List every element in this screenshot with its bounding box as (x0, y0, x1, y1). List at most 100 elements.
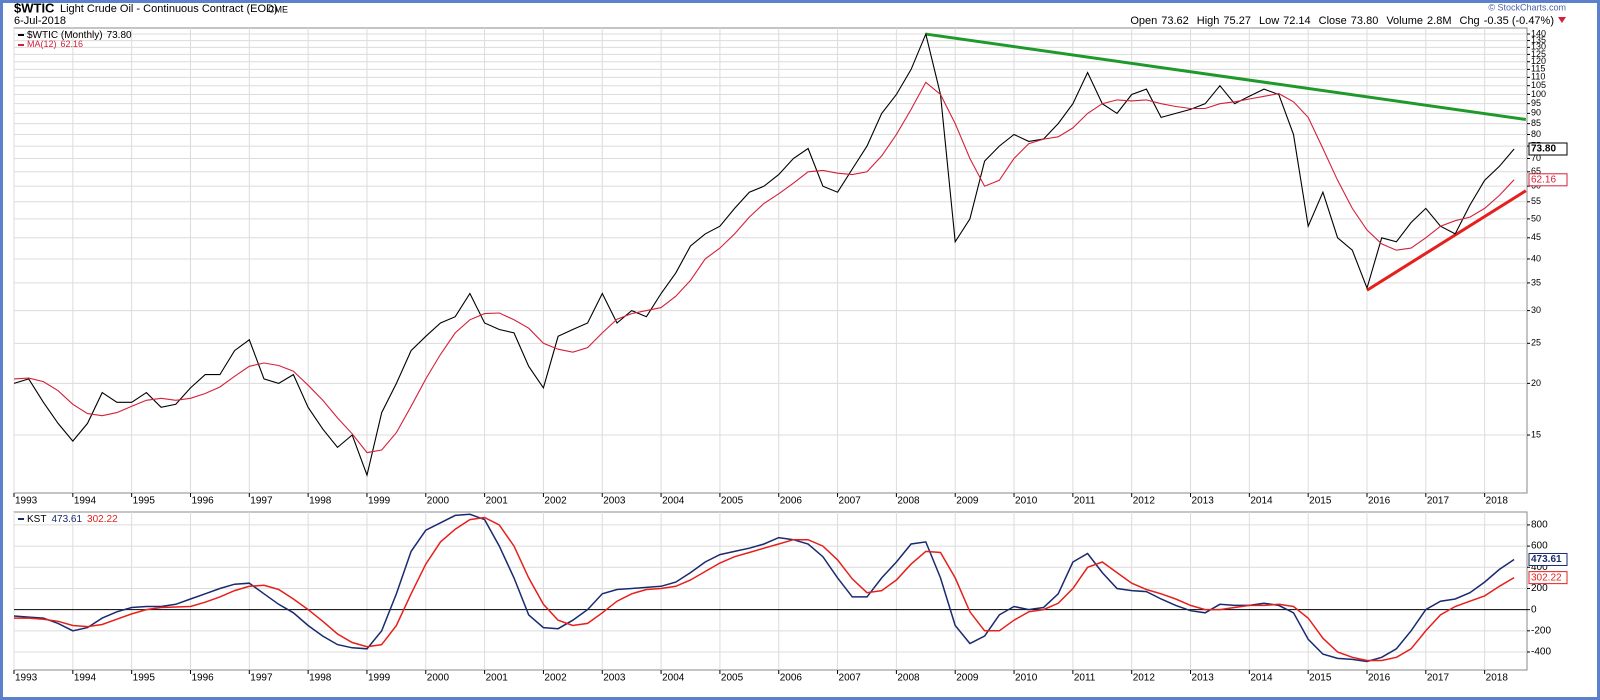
y-tick-label: 600 (1531, 541, 1548, 552)
x-tick-label: 2017 (1427, 673, 1450, 684)
x-tick-label: 2000 (427, 496, 450, 507)
x-tick-label: 2004 (662, 673, 685, 684)
quote-value: 2.8M (1427, 15, 1451, 27)
panel (13, 511, 1528, 671)
x-tick-label: 2017 (1427, 496, 1450, 507)
quote: Open 73.62 High 75.27 Low 72.14 Close 73.80 Volu… (1130, 15, 1554, 27)
x-tick-label: 1993 (15, 496, 38, 507)
instrument-name: Light Crude Oil - Continuous Contract (E… (60, 3, 278, 15)
y-tick-label: 85 (1531, 118, 1541, 128)
y-tick-label: 200 (1531, 583, 1548, 594)
y-tick-label: 90 (1531, 108, 1541, 118)
x-tick-label: 2013 (1192, 673, 1215, 684)
last-value-label: 73.80 (1531, 144, 1556, 155)
y-tick-label: 30 (1531, 305, 1541, 315)
y-tick-label: 120 (1531, 56, 1546, 66)
series-line (13, 81, 1515, 454)
x-tick-label: 2004 (662, 496, 685, 507)
y-tick-label: 135 (1531, 35, 1546, 45)
x-tick-label: 2012 (1133, 496, 1156, 507)
quote-label: Open (1130, 15, 1157, 27)
date: 6-Jul-2018 (14, 15, 66, 27)
last-value-box (1528, 552, 1568, 566)
x-tick-label: 2000 (427, 673, 450, 684)
x-tick-label: 2007 (839, 673, 862, 684)
x-tick-label: 2009 (956, 673, 979, 684)
panel (13, 27, 1528, 494)
series-line (14, 516, 1515, 662)
x-tick-label: 1996 (191, 673, 214, 684)
y-tick-label: 15 (1531, 429, 1541, 439)
legend-value: 473.61 (51, 514, 82, 525)
x-tick-label: 1994 (74, 673, 97, 684)
y-tick-label: 0 (1531, 604, 1537, 615)
y-tick-label: 50 (1531, 213, 1541, 223)
y-tick-label: 20 (1531, 378, 1541, 388)
x-tick-label: 1995 (133, 496, 156, 507)
y-tick-label: 40 (1531, 253, 1541, 263)
exchange: CME (268, 4, 288, 14)
y-tick-label: 125 (1531, 49, 1546, 59)
x-tick-label: 2002 (544, 673, 567, 684)
x-tick-label: 1997 (250, 673, 273, 684)
legend-value: 62.16 (61, 39, 84, 49)
x-tick-label: 2011 (1074, 673, 1096, 684)
quote-label: Chg (1460, 15, 1480, 27)
legend-label: $WTIC (Monthly) 73.80 (27, 30, 132, 41)
x-tick-label: 1999 (368, 496, 391, 507)
x-tick-label: 2015 (1309, 496, 1332, 507)
x-tick-label: 2018 (1486, 496, 1509, 507)
credit: © StockCharts.com (1488, 2, 1566, 12)
quote-value: 73.62 (1161, 15, 1189, 27)
legend-label: KST 473.61 302.22 (27, 514, 118, 525)
x-tick-label: 2016 (1368, 673, 1391, 684)
quote-line: Open 73.62 High 75.27 Low 72.14 Close 73.80 Volu… (1130, 15, 1554, 27)
quote-label: Close (1319, 15, 1347, 27)
y-tick-label: 800 (1531, 520, 1548, 531)
last-value-label: 62.16 (1531, 174, 1556, 185)
quote-label: Volume (1386, 15, 1423, 27)
quote-value: -0.35 (-0.47%) (1484, 15, 1554, 27)
y-tick-label: 110 (1531, 72, 1545, 82)
x-tick-label: 2008 (897, 673, 920, 684)
x-tick-label: 2010 (1015, 673, 1038, 684)
x-tick-label: 2015 (1309, 673, 1332, 684)
legend-name: $WTIC (Monthly) (27, 30, 103, 41)
y-tick-label: -200 (1531, 625, 1551, 636)
x-tick-label: 1993 (15, 673, 38, 684)
y-tick-label: 25 (1531, 338, 1541, 348)
quote-label: Low (1259, 15, 1279, 27)
symbol: $WTIC (14, 0, 55, 15)
series-line (13, 32, 1515, 478)
last-value-box (1528, 571, 1568, 585)
x-tick-label: 2018 (1486, 673, 1509, 684)
quote-value: 72.14 (1283, 15, 1311, 27)
y-tick-label: 35 (1531, 277, 1541, 287)
trendline (925, 32, 1527, 121)
last-value-label: 302.22 (1531, 572, 1562, 583)
x-tick-label: 2003 (603, 673, 626, 684)
x-tick-label: 2013 (1192, 496, 1215, 507)
y-tick-label: 55 (1531, 196, 1541, 206)
x-tick-label: 2006 (780, 496, 803, 507)
last-value-box (1528, 142, 1568, 156)
x-tick-label: 2003 (603, 496, 626, 507)
x-tick-label: 2001 (486, 496, 509, 507)
x-tick-label: 2016 (1368, 496, 1391, 507)
y-tick-label: -400 (1531, 647, 1551, 658)
x-tick-label: 1995 (133, 673, 156, 684)
x-tick-label: 2012 (1133, 673, 1156, 684)
y-tick-label: 115 (1531, 64, 1545, 74)
series-line (13, 513, 1515, 663)
last-value-box (1528, 173, 1568, 187)
x-tick-label: 2008 (897, 496, 920, 507)
y-tick-label: 70 (1531, 153, 1541, 163)
x-tick-label: 2007 (839, 496, 862, 507)
change-arrow (1558, 17, 1566, 23)
legend-value: 302.22 (87, 514, 118, 525)
y-tick-label: 130 (1531, 42, 1546, 52)
legend-value: 73.80 (107, 30, 132, 41)
x-tick-label: 1998 (309, 496, 332, 507)
quote-value: 75.27 (1223, 15, 1251, 27)
